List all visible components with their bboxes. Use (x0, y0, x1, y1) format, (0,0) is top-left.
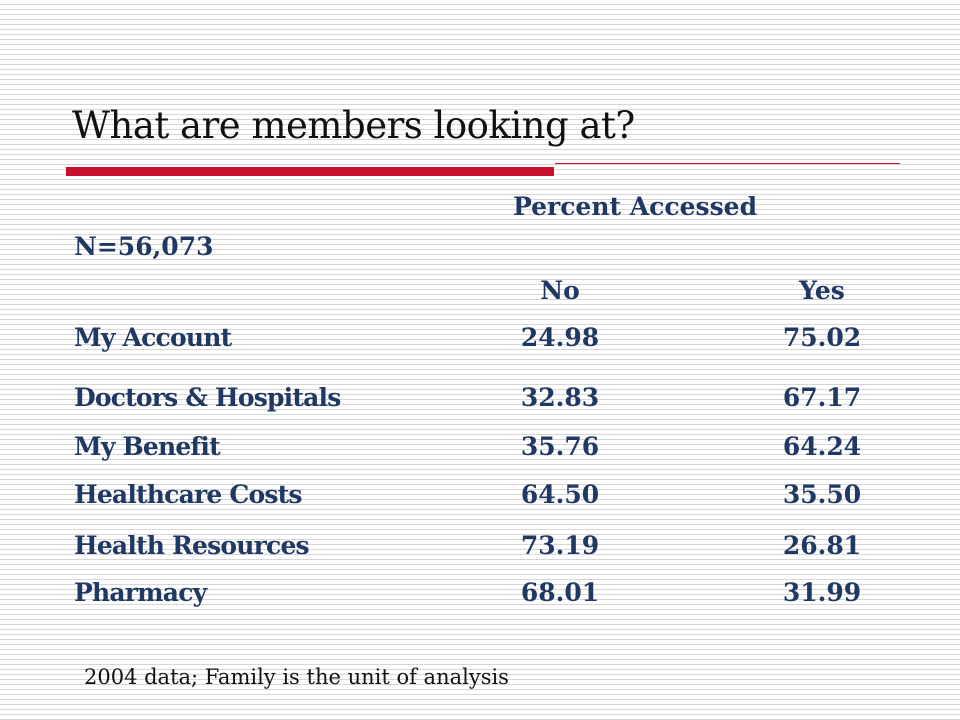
row-value-yes: 31.99 (782, 578, 862, 607)
row-label: Healthcare Costs (74, 480, 302, 509)
title-rule-thick (66, 167, 554, 176)
row-value-yes: 64.24 (782, 432, 862, 461)
row-label: My Account (74, 323, 232, 352)
sample-size-label: N=56,073 (74, 232, 214, 261)
row-label: My Benefit (74, 432, 221, 461)
title-rule-thin (555, 163, 900, 164)
access-table: Percent Accessed N=56,073 No Yes My Acco… (0, 180, 960, 650)
slide-header: What are members looking at? (0, 0, 960, 176)
row-value-yes: 35.50 (782, 480, 862, 509)
column-header-yes: Yes (799, 276, 845, 305)
row-label: Pharmacy (74, 578, 207, 607)
row-label: Doctors & Hospitals (74, 383, 341, 412)
row-value-yes: 67.17 (782, 383, 862, 412)
row-value-no: 68.01 (520, 578, 600, 607)
footnote: 2004 data; Family is the unit of analysi… (84, 665, 509, 689)
row-value-no: 73.19 (520, 531, 600, 560)
row-value-no: 64.50 (520, 480, 600, 509)
percent-accessed-header: Percent Accessed (513, 192, 758, 221)
row-label: Health Resources (74, 531, 310, 560)
row-value-no: 24.98 (520, 323, 600, 352)
row-value-yes: 26.81 (782, 531, 862, 560)
column-header-no: No (540, 276, 580, 305)
row-value-no: 35.76 (520, 432, 600, 461)
slide-title: What are members looking at? (72, 104, 635, 147)
row-value-no: 32.83 (520, 383, 600, 412)
row-value-yes: 75.02 (782, 323, 862, 352)
